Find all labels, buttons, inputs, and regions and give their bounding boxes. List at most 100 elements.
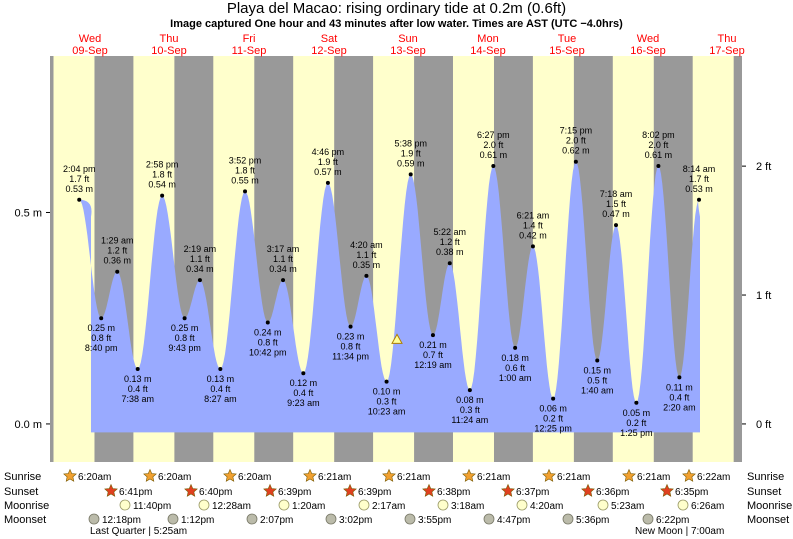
extreme-label: 6:21 am	[517, 210, 550, 220]
extreme-label: 12:25 pm	[534, 424, 572, 434]
extreme-label: 0.18 m	[501, 353, 529, 363]
moonrise-icon	[597, 499, 609, 511]
sunset-icon	[104, 483, 118, 497]
sunset-icon	[422, 483, 436, 497]
extreme-label: 1.1 ft	[356, 250, 377, 260]
extreme-label: 0.55 m	[231, 175, 259, 185]
low-tide-point	[99, 316, 104, 321]
extreme-label: 2:20 am	[663, 402, 696, 412]
high-tide-point	[656, 163, 661, 168]
moonrise-time: 3:18am	[451, 501, 484, 512]
moon-phase-note: Last Quarter | 5:25am	[90, 526, 187, 537]
row-label-left: Sunrise	[4, 471, 41, 483]
extreme-label: 1.8 ft	[235, 165, 256, 175]
day-date: 17-Sep	[709, 45, 744, 57]
day-name: Fri	[243, 33, 256, 45]
low-tide-point	[467, 388, 472, 393]
daylight-band	[53, 56, 95, 462]
moonrise-time: 1:20am	[292, 501, 325, 512]
row-label-right: Moonrise	[747, 500, 792, 512]
extreme-label: 0.8 ft	[341, 342, 362, 352]
extreme-label: 0.61 m	[645, 150, 673, 160]
extreme-label: 1.8 ft	[152, 170, 173, 180]
day-name: Tue	[558, 33, 577, 45]
high-tide-point	[447, 261, 452, 266]
right-axis-tick-label: 0 ft	[756, 419, 771, 431]
moonrise-icon	[677, 499, 689, 511]
moonset-time: 2:07pm	[260, 515, 293, 526]
moonrise-time: 12:28am	[212, 501, 251, 512]
sunset-icon	[263, 483, 277, 497]
extreme-label: 8:14 am	[683, 164, 716, 174]
sunset-time: 6:39pm	[358, 487, 391, 498]
sunrise-icon	[682, 468, 696, 482]
extreme-label: 1.1 ft	[273, 254, 294, 264]
sunset-time: 6:35pm	[675, 487, 708, 498]
extreme-label: 0.42 m	[519, 230, 547, 240]
extreme-label: 1.7 ft	[69, 174, 90, 184]
extreme-label: 0.57 m	[314, 167, 342, 177]
high-tide-point	[197, 278, 202, 283]
row-label-left: Moonset	[4, 514, 46, 526]
low-tide-point	[551, 396, 556, 401]
sunset-time: 6:37pm	[516, 487, 549, 498]
moonset-icon	[404, 513, 416, 525]
sunset-icon	[501, 483, 515, 497]
extreme-label: 10:23 am	[368, 407, 406, 417]
extreme-label: 0.8 ft	[258, 337, 279, 347]
sunrise-icon	[622, 468, 636, 482]
sunrise-time: 6:21am	[318, 472, 351, 483]
high-tide-point	[491, 163, 496, 168]
moonset-time: 6:22pm	[656, 515, 689, 526]
sunrise-time: 6:21am	[477, 472, 510, 483]
extreme-label: 7:18 am	[600, 189, 633, 199]
extreme-label: 0.35 m	[353, 260, 381, 270]
extreme-label: 2:58 pm	[146, 160, 179, 170]
moonrise-icon	[358, 499, 370, 511]
extreme-label: 8:40 pm	[85, 343, 118, 353]
high-tide-point	[243, 189, 248, 194]
day-name: Sun	[398, 33, 418, 45]
extreme-label: 0.6 ft	[505, 363, 526, 373]
extreme-label: 11:24 am	[451, 415, 488, 425]
sunrise-icon	[462, 468, 476, 482]
moonset-icon	[642, 513, 654, 525]
moonrise-time: 2:17am	[372, 501, 405, 512]
high-tide-point	[408, 172, 413, 177]
extreme-label: 10:42 pm	[249, 347, 287, 357]
extreme-label: 6:27 pm	[477, 130, 510, 140]
moonrise-time: 5:23am	[611, 501, 644, 512]
extreme-label: 0.4 ft	[293, 388, 314, 398]
extreme-label: 0.25 m	[171, 323, 199, 333]
moonset-time: 3:55pm	[418, 515, 451, 526]
extreme-label: 0.11 m	[666, 382, 693, 392]
high-tide-point	[530, 244, 535, 249]
sunrise-time: 6:20am	[158, 472, 191, 483]
row-label-left: Sunset	[4, 486, 38, 498]
moon-phase-note: New Moon | 7:00am	[635, 526, 724, 537]
extreme-label: 1.4 ft	[523, 220, 544, 230]
low-tide-point	[265, 320, 270, 325]
extreme-label: 1.2 ft	[440, 237, 461, 247]
moonrise-time: 6:26am	[691, 501, 724, 512]
low-tide-point	[135, 366, 140, 371]
extreme-label: 0.47 m	[602, 209, 630, 219]
sunrise-time: 6:22am	[697, 472, 730, 483]
extreme-label: 0.25 m	[87, 323, 115, 333]
moonrise-icon	[516, 499, 528, 511]
sunrise-icon	[542, 468, 556, 482]
extreme-label: 0.54 m	[148, 180, 176, 190]
low-tide-point	[301, 371, 306, 376]
extreme-label: 0.23 m	[337, 332, 365, 342]
moonset-time: 12:18pm	[102, 515, 141, 526]
sunrise-icon	[143, 468, 157, 482]
high-tide-point	[281, 278, 286, 283]
current-tide-marker	[391, 333, 403, 344]
moonrise-icon	[119, 499, 131, 511]
extreme-label: 0.5 ft	[587, 376, 608, 386]
extreme-label: 2.0 ft	[648, 140, 669, 150]
day-date: 15-Sep	[549, 45, 584, 57]
low-tide-point	[634, 400, 639, 405]
extreme-label: 0.13 m	[207, 374, 235, 384]
